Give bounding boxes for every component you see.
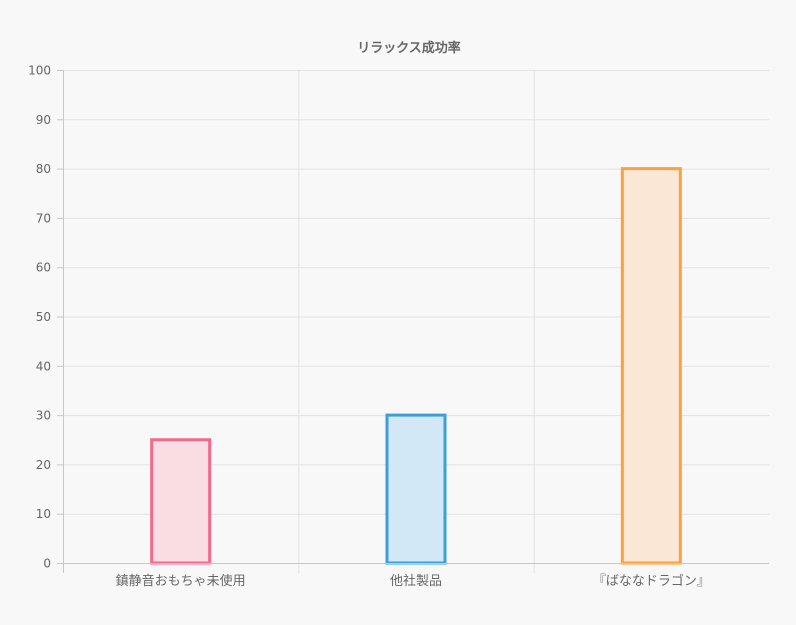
y-tick-label: 40 <box>36 359 51 373</box>
y-tick-label: 10 <box>36 507 51 521</box>
y-axis-ticks: 0 10 20 30 40 50 60 70 80 90 100 <box>28 64 51 571</box>
y-tick-label: 20 <box>36 458 51 472</box>
x-tick-label: 他社製品 <box>390 573 442 589</box>
bar <box>620 167 682 565</box>
y-tick-label: 60 <box>36 261 51 275</box>
y-tick-label: 30 <box>36 409 51 423</box>
bars <box>150 167 682 565</box>
axes <box>57 70 769 573</box>
bar <box>385 413 447 565</box>
y-tick-label: 90 <box>36 113 51 127</box>
x-tick-label: 『ばななドラゴン』 <box>593 573 710 589</box>
y-tick-label: 80 <box>36 162 51 176</box>
x-tick-label: 鎮静音おもちゃ未使用 <box>116 573 246 589</box>
bar <box>150 438 212 565</box>
y-tick-label: 70 <box>36 211 51 225</box>
chart-title: リラックス成功率 <box>357 40 461 56</box>
y-tick-label: 100 <box>28 64 51 78</box>
y-tick-label: 50 <box>36 310 51 324</box>
y-tick-label: 0 <box>43 557 51 571</box>
x-axis-ticks: 鎮静音おもちゃ未使用 他社製品 『ばななドラゴン』 <box>116 573 710 589</box>
